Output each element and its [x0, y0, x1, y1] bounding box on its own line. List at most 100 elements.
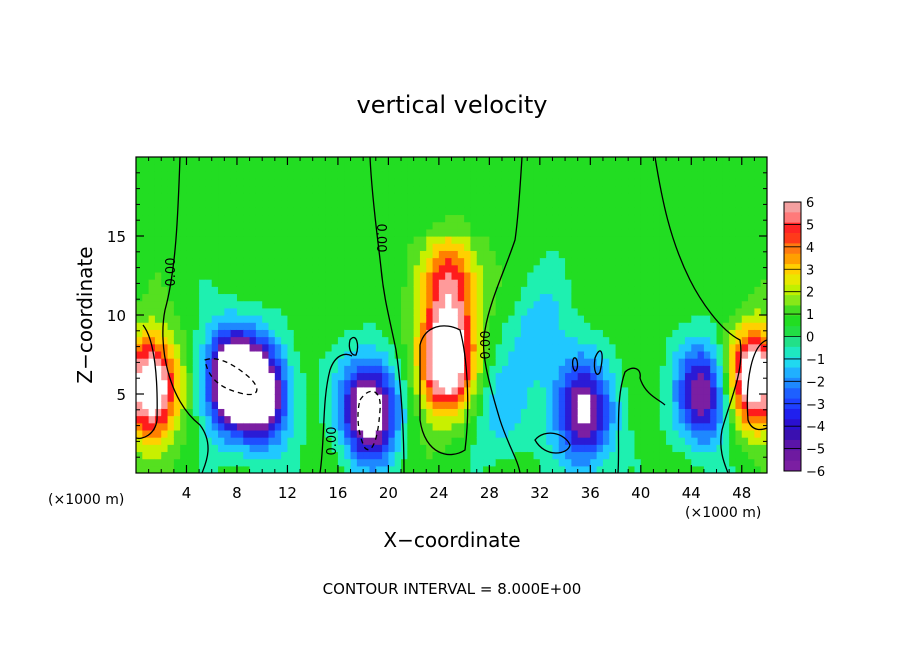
field-cell [432, 336, 440, 345]
field-cell [173, 200, 181, 208]
field-cell [262, 279, 270, 287]
field-cell [243, 336, 251, 345]
field-cell [451, 164, 459, 172]
field-cell [691, 243, 699, 251]
field-cell [236, 164, 244, 172]
field-cell [407, 178, 415, 187]
field-cell [274, 228, 282, 237]
field-cell [432, 236, 440, 244]
field-cell [281, 465, 289, 473]
field-cell [173, 465, 181, 473]
field-cell [432, 444, 440, 453]
field-cell [375, 358, 383, 366]
field-cell [375, 379, 383, 388]
field-cell [457, 192, 465, 201]
field-cell [180, 171, 188, 180]
field-cell [760, 451, 767, 460]
field-cell [173, 171, 181, 180]
field-cell [142, 214, 150, 223]
field-cell [634, 243, 642, 251]
field-cell [331, 250, 339, 259]
field-cell [659, 192, 667, 201]
field-cell [142, 336, 150, 345]
field-cell [205, 207, 213, 216]
field-cell [186, 336, 194, 345]
colorbar-swatch [784, 419, 801, 431]
field-cell [224, 178, 232, 187]
field-cell [363, 264, 371, 273]
field-cell [703, 243, 711, 251]
field-cell [211, 185, 219, 194]
field-cell [407, 365, 415, 374]
field-cell [602, 451, 610, 460]
field-cell [546, 228, 554, 237]
field-cell [205, 315, 213, 323]
field-cell [274, 257, 282, 266]
field-cell [495, 243, 503, 251]
field-cell [255, 250, 263, 259]
field-cell [476, 250, 484, 259]
field-cell [533, 315, 541, 323]
field-cell [729, 185, 737, 194]
field-cell [558, 379, 566, 388]
field-cell [382, 236, 389, 244]
field-cell [363, 157, 371, 165]
field-cell [445, 207, 453, 216]
field-cell [741, 358, 749, 366]
field-cell [426, 458, 434, 467]
field-cell [167, 243, 175, 251]
field-cell [419, 192, 427, 201]
field-cell [647, 264, 655, 273]
field-cell [470, 257, 478, 266]
field-cell [154, 171, 162, 180]
field-cell [621, 221, 629, 230]
field-cell [640, 465, 648, 473]
field-cell [476, 415, 484, 424]
field-cell [716, 422, 724, 431]
field-cell [571, 228, 579, 237]
field-cell [457, 451, 465, 460]
field-cell [565, 236, 572, 244]
field-cell [300, 279, 307, 287]
field-cell [571, 171, 579, 180]
field-cell [249, 429, 257, 438]
field-cell [647, 401, 655, 409]
field-cell [558, 214, 566, 223]
field-cell [514, 401, 522, 409]
field-cell [659, 178, 667, 187]
field-cell [716, 415, 724, 424]
field-cell [154, 264, 162, 273]
field-cell [413, 207, 421, 216]
field-cell [735, 192, 743, 201]
field-cell [255, 465, 263, 473]
field-cell [249, 250, 257, 259]
field-cell [274, 271, 282, 280]
field-cell [369, 264, 377, 273]
field-cell [382, 243, 389, 251]
field-cell [508, 444, 516, 453]
field-cell [735, 372, 743, 381]
field-cell [476, 271, 484, 280]
field-cell [697, 286, 705, 295]
field-cell [489, 422, 497, 431]
field-cell [306, 264, 314, 273]
field-cell [621, 250, 629, 259]
field-cell [659, 250, 667, 259]
field-cell [388, 257, 396, 266]
field-cell [697, 422, 705, 431]
field-cell [274, 422, 282, 431]
field-cell [274, 214, 282, 223]
field-cell [236, 171, 244, 180]
field-cell [710, 444, 718, 453]
field-cell [546, 157, 554, 165]
field-cell [445, 451, 453, 460]
field-cell [760, 415, 767, 424]
field-cell [539, 207, 547, 216]
field-cell [514, 192, 522, 201]
field-cell [546, 451, 554, 460]
field-cell [407, 164, 415, 172]
field-cell [672, 157, 680, 165]
field-cell [350, 200, 358, 208]
field-cell [621, 329, 629, 338]
field-cell [729, 437, 737, 445]
